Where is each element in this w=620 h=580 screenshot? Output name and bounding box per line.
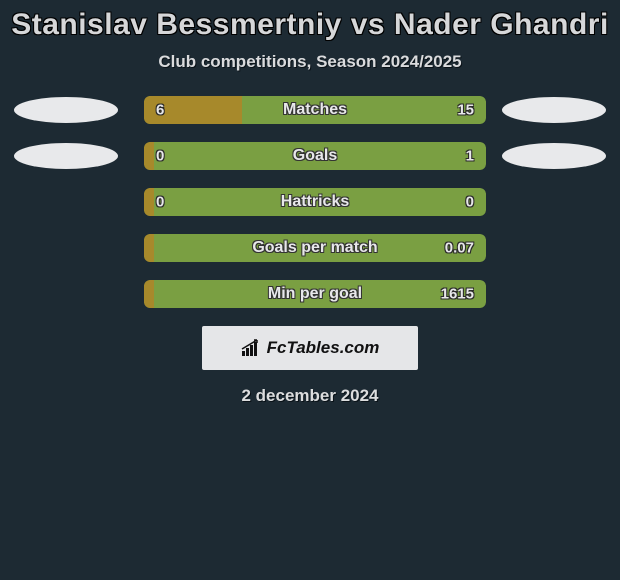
date-text: 2 december 2024 [0, 386, 620, 406]
player-left-blob [14, 97, 118, 123]
bar-chart-icon [241, 339, 263, 357]
stat-right-value: 0 [466, 194, 474, 211]
stat-label: Min per goal [268, 285, 362, 303]
stat-row: Min per goal 1615 [0, 280, 620, 308]
stat-right-value: 1615 [441, 286, 474, 303]
bar-fill [144, 234, 154, 262]
stat-bar: Min per goal 1615 [144, 280, 486, 308]
comparison-card: Stanislav Bessmertniy vs Nader Ghandri C… [0, 0, 620, 406]
stat-bar: 6 Matches 15 [144, 96, 486, 124]
stat-rows: 6 Matches 15 0 Goals 1 0 Hattricks 0 Goals per ma… [0, 96, 620, 308]
stat-row: 0 Goals 1 [0, 142, 620, 170]
stat-right-value: 0.07 [445, 240, 474, 257]
stat-label: Goals [293, 147, 337, 165]
stat-bar: Goals per match 0.07 [144, 234, 486, 262]
stat-left-value: 6 [156, 102, 164, 119]
page-title: Stanislav Bessmertniy vs Nader Ghandri [0, 8, 620, 42]
subtitle: Club competitions, Season 2024/2025 [0, 52, 620, 72]
bar-fill [144, 280, 154, 308]
player-right-blob [502, 143, 606, 169]
player-left-blob [14, 143, 118, 169]
stat-right-value: 1 [466, 148, 474, 165]
bar-fill [144, 188, 154, 216]
player-right-blob [502, 97, 606, 123]
stat-row: 0 Hattricks 0 [0, 188, 620, 216]
stat-left-value: 0 [156, 194, 164, 211]
logo-box[interactable]: FcTables.com [202, 326, 418, 370]
stat-label: Matches [283, 101, 347, 119]
stat-right-value: 15 [457, 102, 474, 119]
stat-left-value: 0 [156, 148, 164, 165]
stat-label: Goals per match [252, 239, 377, 257]
stat-bar: 0 Goals 1 [144, 142, 486, 170]
logo-text: FcTables.com [267, 338, 380, 358]
logo: FcTables.com [241, 338, 380, 358]
stat-bar: 0 Hattricks 0 [144, 188, 486, 216]
stat-label: Hattricks [281, 193, 349, 211]
bar-fill [144, 142, 154, 170]
stat-row: 6 Matches 15 [0, 96, 620, 124]
stat-row: Goals per match 0.07 [0, 234, 620, 262]
